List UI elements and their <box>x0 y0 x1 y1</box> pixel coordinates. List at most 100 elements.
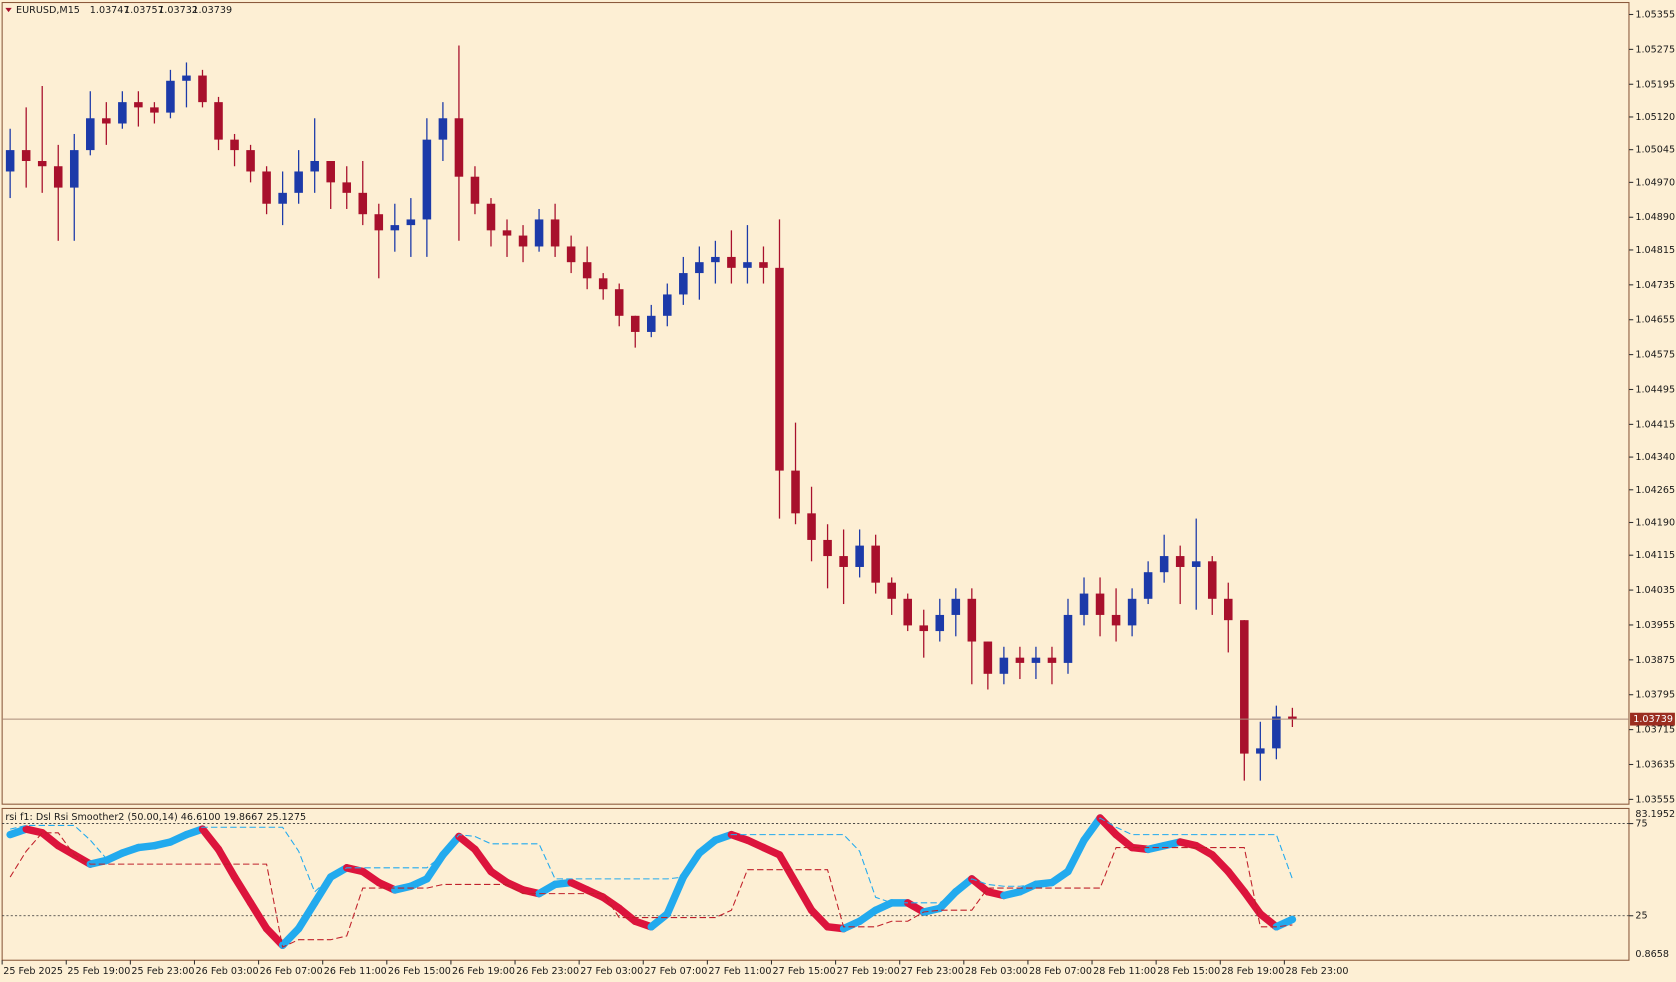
symbol-title: EURUSD,M15 <box>16 5 80 16</box>
candle-body <box>1223 598 1233 621</box>
candle-body <box>614 289 624 316</box>
candle-body <box>775 267 784 471</box>
candle-body <box>1063 614 1073 663</box>
candle-body <box>5 150 15 172</box>
candle-body <box>919 625 929 632</box>
x-tick-label: 28 Feb 03:00 <box>965 966 1028 977</box>
candle-body <box>1143 572 1153 599</box>
candle-body <box>310 161 319 172</box>
y-tick-label: 1.04655 <box>1635 315 1675 326</box>
rsi-segment <box>230 873 255 907</box>
candle-body <box>342 182 352 193</box>
rsi-segment <box>262 924 287 949</box>
candle-body <box>358 192 368 215</box>
rsi-segment <box>1080 814 1104 844</box>
candle-body <box>534 219 544 247</box>
y-tick-label: 1.05045 <box>1635 145 1675 156</box>
candle-body <box>1015 657 1025 663</box>
candle-body <box>711 256 720 263</box>
candle-body <box>294 171 303 193</box>
rsi-segment <box>663 873 688 918</box>
y-tick-label: 1.04035 <box>1635 585 1675 596</box>
candle-body <box>422 139 432 220</box>
candle-body <box>887 582 896 599</box>
y-tick-label: 1.03955 <box>1635 620 1675 631</box>
candle-body <box>502 230 512 236</box>
main-panel-frame <box>1 1 1630 805</box>
signal-line <box>10 817 1293 904</box>
candle-body <box>743 262 752 268</box>
rsi-segment <box>246 899 271 933</box>
rsi-segment <box>775 851 800 887</box>
y-tick-label: 1.04815 <box>1635 245 1675 256</box>
candle-body <box>246 150 255 172</box>
y-tick-label: 1.04495 <box>1635 384 1675 395</box>
candle-body <box>935 614 945 632</box>
candle-body <box>1175 556 1185 567</box>
ohlc-value: 1.03732 <box>158 5 198 16</box>
candle-body <box>807 513 816 540</box>
y-tick-label: 1.03715 <box>1635 725 1675 736</box>
x-tick-label: 28 Feb 11:00 <box>1093 966 1156 977</box>
candle-body <box>871 545 880 583</box>
x-tick-label: 27 Feb 03:00 <box>580 966 643 977</box>
rsi-segment <box>278 924 303 949</box>
y-tick-label: 1.03555 <box>1635 794 1675 805</box>
candle-body <box>550 219 560 247</box>
y-tick-label: 1.03795 <box>1635 690 1675 701</box>
x-tick-label: 28 Feb 15:00 <box>1157 966 1220 977</box>
signal-line <box>9 832 1293 948</box>
rsi-segment <box>423 851 447 883</box>
x-tick-label: 27 Feb 11:00 <box>708 966 771 977</box>
x-tick-label: 25 Feb 23:00 <box>131 966 194 977</box>
price-label-box <box>1630 712 1675 726</box>
candle-body <box>1256 748 1265 754</box>
x-tick-label: 27 Feb 19:00 <box>837 966 900 977</box>
candle-body <box>566 246 576 263</box>
collapse-icon[interactable] <box>5 7 12 13</box>
y-tick-label: 1.05355 <box>1635 9 1675 20</box>
candle-body <box>663 294 672 316</box>
x-tick-label: 25 Feb 19:00 <box>67 966 130 977</box>
rsi-segment <box>679 849 704 881</box>
x-tick-label: 26 Feb 15:00 <box>388 966 451 977</box>
candle-body <box>695 262 704 274</box>
candle-body <box>1207 561 1217 599</box>
candle-body <box>518 235 528 247</box>
x-tick-label: 27 Feb 07:00 <box>644 966 707 977</box>
candle-body <box>759 262 768 268</box>
candle-body <box>823 539 832 557</box>
candle-body <box>999 657 1009 674</box>
ohlc-value: 1.03747 <box>90 5 130 16</box>
y-min-label: 0.8658 <box>1635 949 1669 960</box>
candle-body <box>646 315 656 332</box>
x-tick-label: 26 Feb 07:00 <box>260 966 323 977</box>
candle-body <box>470 176 480 204</box>
y-tick-label: 75 <box>1635 819 1647 830</box>
candle-body <box>486 203 496 231</box>
candle-body <box>1127 598 1137 626</box>
candle-body <box>1191 561 1201 567</box>
candle-body <box>983 641 993 674</box>
y-tick-label: 1.04735 <box>1635 280 1675 291</box>
x-tick-label: 28 Feb 19:00 <box>1221 966 1284 977</box>
price-label: 1.03739 <box>1633 714 1673 725</box>
candle-body <box>855 545 864 567</box>
rsi-segment <box>1208 851 1233 876</box>
rsi-segment <box>214 845 239 881</box>
candle-body <box>839 556 848 567</box>
candle-body <box>118 102 127 124</box>
candle-body <box>967 598 977 642</box>
candle-body <box>1272 716 1281 749</box>
indicator-title: rsi f1: Dsl Rsi Smoother2 (50.00,14) 46.… <box>5 812 306 823</box>
ohlc-value: 1.03739 <box>192 5 232 16</box>
rsi-segment <box>1272 915 1297 931</box>
y-tick-label: 1.05195 <box>1635 79 1675 90</box>
y-tick-label: 1.04970 <box>1635 177 1675 188</box>
candle-body <box>1095 593 1105 615</box>
rsi-segment <box>791 878 816 914</box>
y-tick-label: 1.04115 <box>1635 550 1675 561</box>
y-max-label: 83.1952 <box>1635 809 1675 820</box>
candle-body <box>214 102 223 140</box>
